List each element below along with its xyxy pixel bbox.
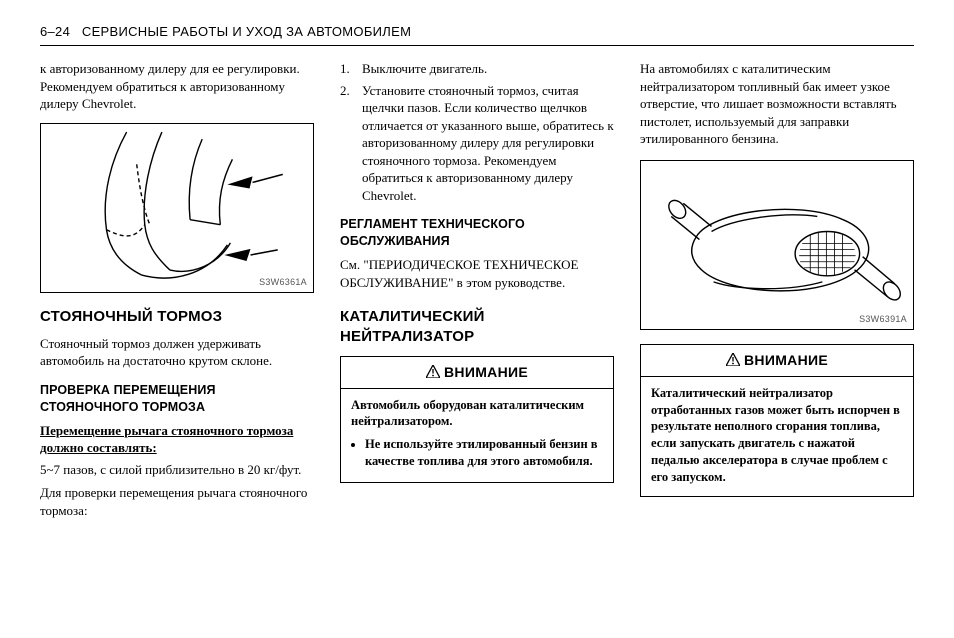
- page-number: 6–24: [40, 24, 70, 39]
- warning-box-1: ВНИМАНИЕ Автомобиль оборудован каталитич…: [340, 356, 614, 483]
- catalytic-illustration: [641, 161, 913, 330]
- col2-p1: См. "ПЕРИОДИЧЕСКОЕ ТЕХНИЧЕСКОЕ ОБСЛУЖИВА…: [340, 256, 614, 291]
- warning-title-2-text: ВНИМАНИЕ: [744, 352, 828, 368]
- warning-1-p: Автомобиль оборудован каталитическим ней…: [351, 397, 603, 431]
- h2-catalytic: КАТАЛИТИЧЕСКИЙ НЕЙТРАЛИЗАТОР: [340, 307, 614, 348]
- parking-brake-illustration: [41, 124, 313, 293]
- step-1-text: Выключите двигатель.: [362, 60, 487, 78]
- warning-title-1-text: ВНИМАНИЕ: [444, 364, 528, 380]
- page-header: 6–24 СЕРВИСНЫЕ РАБОТЫ И УХОД ЗА АВТОМОБИ…: [40, 24, 914, 46]
- warning-2-p: Каталитический нейтрализатор отработанны…: [651, 385, 903, 486]
- warning-title-1: ВНИМАНИЕ: [341, 357, 613, 389]
- column-1: к авторизованному дилеру для ее регулиро…: [40, 60, 314, 525]
- h3-maintenance-schedule: РЕГЛАМЕНТ ТЕХНИЧЕСКОГО ОБСЛУЖИВАНИЯ: [340, 216, 614, 250]
- column-2: Выключите двигатель. Установите стояночн…: [340, 60, 614, 525]
- figure-code: S3W6361A: [259, 276, 307, 288]
- col1-p2: 5~7 пазов, с силой приблизительно в 20 к…: [40, 461, 314, 479]
- warning-box-2: ВНИМАНИЕ Каталитический нейтрализатор от…: [640, 344, 914, 497]
- content-columns: к авторизованному дилеру для ее регулиро…: [40, 60, 914, 525]
- steps-list: Выключите двигатель. Установите стояночн…: [340, 60, 614, 204]
- warning-body-2: Каталитический нейтрализатор отработанны…: [641, 377, 913, 496]
- step-1: Выключите двигатель.: [340, 60, 614, 78]
- warning-body-1: Автомобиль оборудован каталитическим ней…: [341, 389, 613, 483]
- figure-parking-brake: S3W6361A: [40, 123, 314, 293]
- figure-code-2: S3W6391A: [859, 313, 907, 325]
- h2-parking-brake: СТОЯНОЧНЫЙ ТОРМОЗ: [40, 307, 314, 327]
- col1-underline: Перемещение рычага стояночного тормоза д…: [40, 422, 314, 457]
- step-2: Установите стояночный тормоз, считая щел…: [340, 82, 614, 205]
- column-3: На автомобилях с каталитическим нейтрали…: [640, 60, 914, 525]
- page-title: СЕРВИСНЫЕ РАБОТЫ И УХОД ЗА АВТОМОБИЛЕМ: [82, 24, 411, 39]
- col1-p3: Для проверки перемещения рычага стояночн…: [40, 484, 314, 519]
- warning-icon: [726, 353, 740, 366]
- col3-p1: На автомобилях с каталитическим нейтрали…: [640, 60, 914, 148]
- warning-1-li: Не используйте этилированный бензин в ка…: [365, 436, 603, 470]
- warning-title-2: ВНИМАНИЕ: [641, 345, 913, 377]
- warning-icon: [426, 365, 440, 378]
- col1-intro: к авторизованному дилеру для ее регулиро…: [40, 60, 314, 113]
- figure-catalytic: S3W6391A: [640, 160, 914, 330]
- col1-p1: Стояночный тормоз должен удерживать авто…: [40, 335, 314, 370]
- h3-check-travel: ПРОВЕРКА ПЕРЕМЕЩЕНИЯ СТОЯНОЧНОГО ТОРМОЗА: [40, 382, 314, 416]
- step-2-text: Установите стояночный тормоз, считая щел…: [362, 82, 614, 205]
